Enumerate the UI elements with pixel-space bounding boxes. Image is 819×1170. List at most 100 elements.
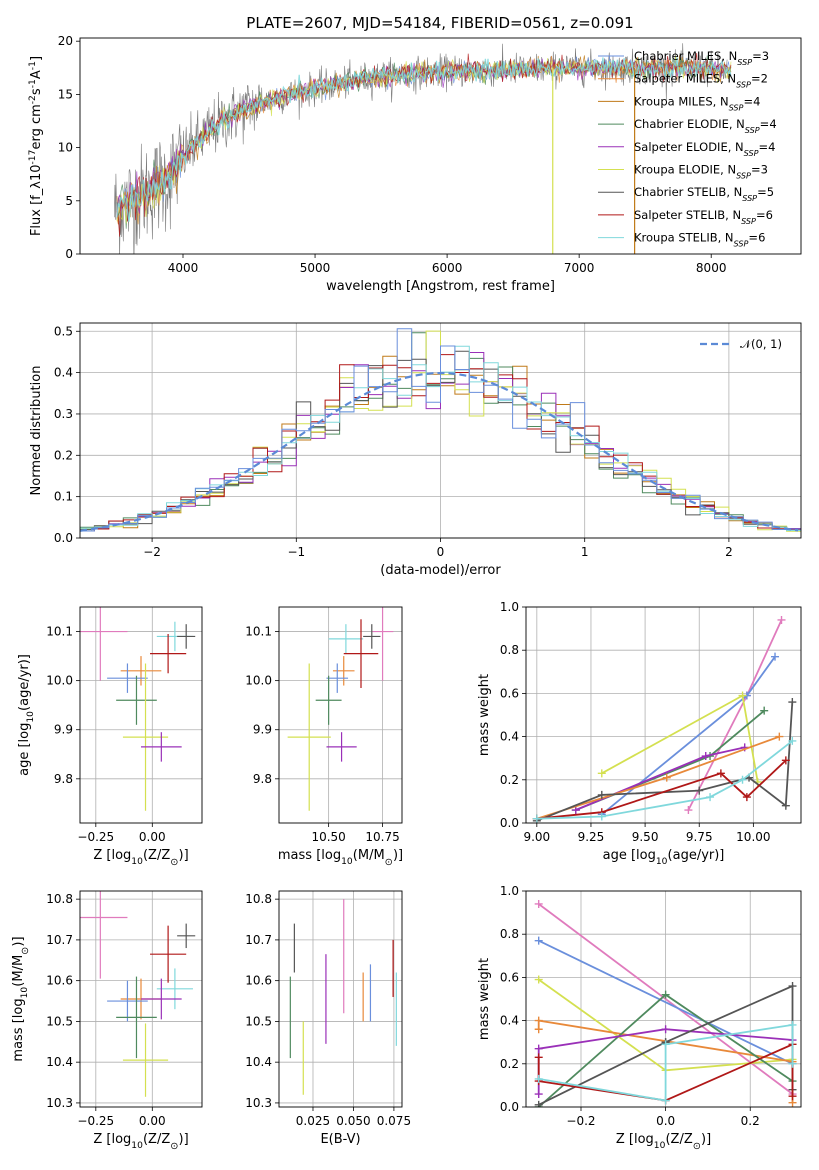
x-tick-label: 0.00: [139, 830, 166, 844]
weight-marker: [571, 806, 580, 815]
weight-marker: [661, 1025, 670, 1034]
x-tick-label: −1: [287, 545, 305, 559]
x-tick-label: −2: [143, 545, 161, 559]
weight-marker: [788, 1020, 797, 1029]
x-tick-label: 0: [437, 545, 445, 559]
weight-marker: [534, 975, 543, 984]
y-tick-label: 0: [65, 247, 73, 261]
weight-marker: [716, 769, 725, 778]
y-tick-label: 10.4: [46, 1055, 73, 1069]
legend-entry: Kroupa ELODIE, NSSP =3: [634, 163, 768, 181]
y-tick-label: 0.1: [54, 490, 73, 504]
y-axis-label: age [log10 (age/yr)]: [17, 654, 36, 776]
legend-entry: Kroupa MILES, NSSP =4: [634, 94, 760, 112]
weight-marker: [701, 752, 710, 761]
weight-marker: [742, 793, 751, 802]
weight-marker: [534, 1044, 543, 1053]
weight-marker: [788, 698, 797, 707]
y-tick-label: 0.4: [500, 730, 519, 744]
y-tick-label: 10.4: [245, 1055, 272, 1069]
x-tick-label: 9.25: [578, 830, 605, 844]
y-axis-label: Normed distribution: [29, 366, 44, 496]
weight-marker: [738, 691, 747, 700]
weight-marker: [597, 812, 606, 821]
y-tick-label: 0.4: [500, 1014, 519, 1028]
y-tick-label: 0.5: [54, 324, 73, 338]
axes-frame: [278, 606, 403, 824]
y-tick-label: 0.2: [500, 773, 519, 787]
y-tick-label: 0.3: [54, 407, 73, 421]
weight-marker: [706, 793, 715, 802]
y-tick-label: 10.6: [245, 974, 272, 988]
figure-title: PLATE=2607, MJD=54184, FIBERID=0561, z=0…: [246, 14, 633, 32]
x-tick-label: 7000: [564, 261, 595, 275]
x-tick-label: −0.25: [77, 1114, 114, 1128]
weight-marker: [597, 769, 606, 778]
y-tick-label: 0.0: [500, 816, 519, 830]
weight-marker: [662, 773, 671, 782]
y-axis-label: mass [log10 (M/M⊙ )]: [11, 936, 31, 1061]
spectrum-panel: 4000 5000 6000 7000 8000 0 5 10 15 20 wavelength […: [28, 34, 802, 294]
plot-area: [80, 891, 196, 1097]
weight-marker: [788, 1092, 797, 1101]
y-tick-label: 9.9: [253, 723, 272, 737]
x-tick-label: 4000: [168, 261, 199, 275]
plot-area: [532, 615, 797, 823]
weight-marker: [788, 982, 797, 991]
y-tick-label: 9.8: [54, 772, 73, 786]
y-tick-label: 10.7: [46, 933, 73, 947]
weight-marker: [661, 990, 670, 999]
x-tick-label: 10.75: [365, 830, 399, 844]
spectrum-legend: Chabrier MILES, NSSP =3 Salpeter MILES, N…: [598, 49, 777, 248]
residuals-histogram-panel: −2 −1 0 1 2 0.0 0.1 0.2 0.3 0.4 0.5 (data-model)/er…: [29, 322, 802, 578]
y-tick-label: 10: [58, 141, 73, 155]
plot-area: [287, 607, 394, 811]
weight-marker: [788, 736, 797, 745]
x-tick-label: 0.0: [656, 1114, 675, 1128]
x-axis-label: (data-model)/error: [380, 563, 501, 578]
y-tick-label: 10.1: [245, 625, 272, 639]
x-tick-label: 9.00: [523, 830, 550, 844]
weight-marker: [534, 1016, 543, 1025]
plot-area: [114, 43, 732, 254]
legend-entry: 𝒩(0, 1): [740, 337, 782, 351]
y-tick-label: 0.2: [54, 448, 73, 462]
x-tick-label: 0.075: [377, 1114, 411, 1128]
weight-marker: [684, 806, 693, 815]
x-tick-label: 6000: [432, 261, 463, 275]
x-tick-label: 8000: [696, 261, 727, 275]
axes-frame: [79, 606, 203, 824]
model-kroupa-stelib: [116, 57, 732, 222]
x-axis-label: Z [log10 (Z/Z⊙ )]: [93, 848, 188, 868]
weight-marker: [781, 801, 790, 810]
weight-marker: [781, 756, 790, 765]
legend-entry: Kroupa STELIB, NSSP =6: [634, 231, 765, 249]
axes-frame: [278, 890, 403, 1108]
axes-frame: [525, 890, 802, 1108]
y-axis-label: mass weight: [477, 958, 492, 1040]
y-tick-label: 10.5: [46, 1014, 73, 1028]
x-tick-label: 10.00: [736, 830, 770, 844]
y-tick-label: 10.5: [245, 1014, 272, 1028]
mass-vs-metallicity-panel: −0.25 0.00 10.3 10.4 10.5 10.6 10.7 10.8 Z [log1…: [11, 890, 203, 1152]
x-tick-label: 5000: [300, 261, 331, 275]
weight-marker: [760, 706, 769, 715]
x-tick-label: 0.2: [741, 1114, 760, 1128]
weight-marker: [777, 615, 786, 624]
y-tick-label: 1.0: [500, 600, 519, 614]
y-tick-label: 9.9: [54, 723, 73, 737]
legend-entry: Chabrier ELODIE, NSSP =4: [634, 117, 777, 135]
y-tick-label: 0.2: [500, 1057, 519, 1071]
plot-area: [534, 899, 797, 1107]
x-axis-label: E(B-V): [320, 1132, 360, 1147]
weight-marker: [597, 790, 606, 799]
y-tick-label: 10.0: [46, 674, 73, 688]
legend-entry: Chabrier MILES, NSSP =3: [634, 49, 769, 67]
plot-area: [80, 328, 801, 534]
normal-distribution-curve: [80, 372, 799, 532]
axes-frame: [79, 890, 203, 1108]
y-tick-label: 5: [65, 194, 73, 208]
y-tick-label: 10.8: [46, 892, 73, 906]
y-tick-label: 9.8: [253, 772, 272, 786]
